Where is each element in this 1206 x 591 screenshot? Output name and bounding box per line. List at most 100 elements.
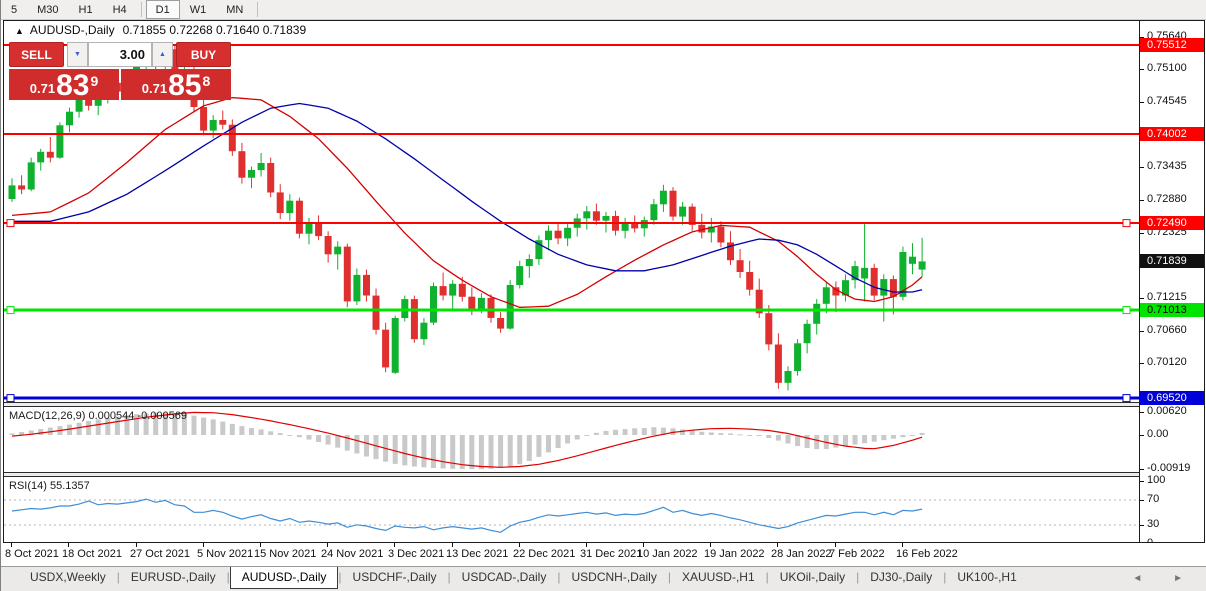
ask-big-digits: 85 [168,69,202,102]
tab-separator: | [667,570,671,584]
timeframe-button-m30[interactable]: M30 [37,4,59,16]
date-tick-label: 28 Jan 2022 [771,548,832,560]
price-level-badge: 0.69520 [1140,391,1204,405]
timeframe-button-w1[interactable]: W1 [189,4,207,16]
sell-button[interactable]: SELL [9,42,64,67]
axis-tick-mark [1140,233,1144,234]
axis-tick-label: 0.74545 [1147,95,1187,107]
axis-tick-mark [1140,525,1144,526]
date-tick-label: 13 Dec 2021 [446,548,509,560]
price-axis[interactable]: 0.75640 0.75100 0.74545 0.73435 0.72880 0.723… [1139,21,1204,549]
axis-tick-mark [1140,500,1144,501]
date-tick-mark [68,543,69,547]
date-tick-label: 8 Oct 2021 [5,548,59,560]
axis-tick-label: 0.00620 [1147,405,1187,417]
ask-pip-digit: 8 [202,73,211,89]
chart-title: ▲ AUDUSD-,Daily 0.71855 0.72268 0.71640 0.… [15,23,306,37]
date-tick-label: 3 Dec 2021 [388,548,445,560]
bid-pip-digit: 9 [90,73,99,89]
chart-tab-audusd[interactable]: AUDUSD-,Daily [229,567,339,589]
axis-tick-mark [1140,412,1144,413]
chart-tab-usdcad[interactable]: USDCAD-,Daily [461,570,547,584]
axis-tick-mark [1140,167,1144,168]
axis-tick-label: 0.70660 [1147,324,1187,336]
date-tick-label: 22 Dec 2021 [513,548,576,560]
chart-tab-bar: USDX,Weekly | EURUSD-,Daily | AUDUSD-,Daily |… [1,566,1206,591]
date-tick-label: 24 Nov 2021 [321,548,384,560]
chart-tab-eurusd[interactable]: EURUSD-,Daily [130,570,216,584]
tab-scroll-arrows[interactable]: ◄ ► [1132,573,1197,584]
date-tick-label: 10 Jan 2022 [637,548,698,560]
axis-tick-mark [1140,37,1144,38]
price-level-badge: 0.72490 [1140,216,1204,230]
chart-symbol-period: AUDUSD-,Daily [29,23,115,37]
chart-tab-xauusd[interactable]: XAUUSD-,H1 [681,570,755,584]
price-level-badge: 0.71013 [1140,303,1204,317]
date-tick-label: 16 Feb 2022 [896,548,958,560]
date-tick-mark [394,543,395,547]
date-tick-mark [260,543,261,547]
date-tick-mark [586,543,587,547]
buy-button[interactable]: BUY [176,42,231,67]
chart-tab-dj30[interactable]: DJ30-,Daily [870,570,933,584]
axis-tick-label: 100 [1147,474,1166,486]
date-tick-mark [327,543,328,547]
date-tick-mark [452,543,453,547]
tab-separator: | [856,570,860,584]
tab-separator: | [943,570,947,584]
date-tick-mark [710,543,711,547]
volume-increment-button[interactable]: ▲ [152,42,173,67]
axis-tick-label: -0.00919 [1147,462,1191,474]
date-tick-mark [835,543,836,547]
timeframe-button-mn[interactable]: MN [226,4,244,16]
date-tick-mark [11,543,12,547]
toolbar-separator [140,2,142,17]
date-tick-label: 15 Nov 2021 [254,548,317,560]
date-tick-label: 7 Feb 2022 [829,548,885,560]
chart-tab-uk100[interactable]: UK100-,H1 [957,570,1017,584]
bid-big-digits: 83 [56,69,90,102]
tab-separator: | [338,570,342,584]
chart-tab-ukoil[interactable]: UKOil-,Daily [779,570,846,584]
price-level-badge: 0.71839 [1140,254,1204,268]
timeframe-button-d1[interactable]: D1 [145,0,180,19]
timeframe-button-h1[interactable]: H1 [78,4,93,16]
tab-separator: | [557,570,561,584]
rsi-panel-plot[interactable]: RSI(14) 55.1357 [4,477,1139,542]
panel-splitter[interactable] [4,472,1139,477]
rsi-label: RSI(14) 55.1357 [9,480,90,492]
toolbar-separator [257,2,259,17]
date-tick-mark [643,543,644,547]
axis-tick-mark [1140,469,1144,470]
chart-tab-usdcnh[interactable]: USDCNH-,Daily [571,570,657,584]
bid-price-panel[interactable]: 0.71 83 9 [9,69,119,102]
volume-decrement-button[interactable]: ▼ [67,42,88,67]
axis-tick-mark [1140,363,1144,364]
ask-price-panel[interactable]: 0.71 85 8 [121,69,231,102]
price-level-badge: 0.75512 [1140,38,1204,52]
macd-label: MACD(12,26,9) 0.000544 -0.000569 [9,410,187,422]
macd-panel-plot[interactable]: MACD(12,26,9) 0.000544 -0.000569 [4,407,1139,472]
tab-separator: | [226,570,230,584]
one-click-trading-panel: SELL ▼ 3.00 ▲ BUY 0.71 83 9 0.71 85 8 [9,42,231,102]
volume-input[interactable]: 3.00 [88,42,152,67]
spin-down-icon: ▼ [74,51,81,58]
chart-tab-usdx[interactable]: USDX,Weekly [30,570,106,584]
date-tick-mark [136,543,137,547]
date-axis[interactable]: 8 Oct 2021 18 Oct 2021 27 Oct 2021 5 Nov 20… [3,543,1205,566]
timeframe-button-h4[interactable]: H4 [112,4,127,16]
axis-tick-mark [1140,69,1144,70]
axis-tick-label: 0.73435 [1147,160,1187,172]
chart-window: MACD(12,26,9) 0.000544 -0.000569 RSI(14)… [3,20,1205,549]
axis-tick-mark [1140,200,1144,201]
price-level-badge: 0.74002 [1140,127,1204,141]
spin-up-icon: ▲ [159,51,166,58]
ask-prefix: 0.71 [141,81,168,96]
chart-tab-usdchf[interactable]: USDCHF-,Daily [352,570,437,584]
axis-tick-mark [1140,298,1144,299]
axis-tick-mark [1140,102,1144,103]
collapse-arrow-icon[interactable]: ▲ [15,26,24,36]
timeframe-button-5[interactable]: 5 [11,4,18,16]
panel-splitter[interactable] [4,402,1139,407]
